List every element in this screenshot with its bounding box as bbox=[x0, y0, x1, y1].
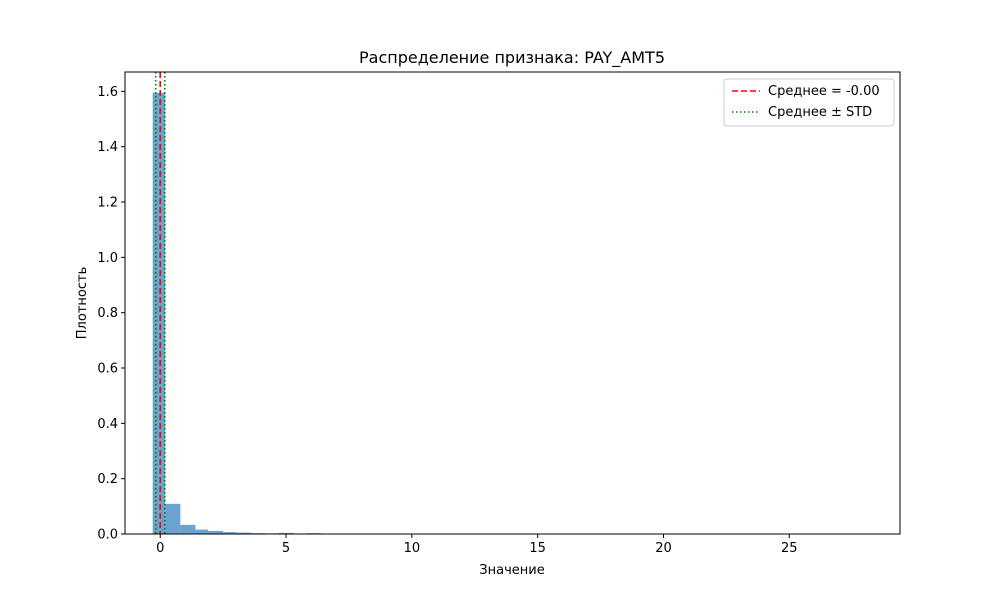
legend-mean-label: Среднее = -0.00 bbox=[768, 84, 880, 99]
x-tick-label: 5 bbox=[282, 541, 290, 556]
x-axis-ticks: 0 5 10 15 20 25 bbox=[156, 534, 798, 556]
legend-box bbox=[723, 78, 895, 127]
histogram-bar bbox=[165, 503, 181, 534]
y-tick-label: 0.0 bbox=[97, 528, 118, 543]
y-tick-label: 0.8 bbox=[97, 306, 118, 321]
x-tick-label: 15 bbox=[529, 541, 546, 556]
histogram-bar bbox=[180, 524, 196, 534]
histogram-bar bbox=[195, 529, 209, 534]
legend: Среднее = -0.00 Среднее ± STD bbox=[723, 78, 895, 127]
y-tick-label: 0.4 bbox=[97, 417, 118, 432]
legend-std-label: Среднее ± STD bbox=[768, 105, 872, 120]
y-tick-label: 1.6 bbox=[97, 85, 118, 100]
y-tick-label: 1.0 bbox=[97, 251, 118, 266]
histogram-bar bbox=[152, 92, 166, 534]
x-tick-label: 10 bbox=[404, 541, 421, 556]
x-tick-label: 25 bbox=[781, 541, 798, 556]
plot-frame bbox=[124, 71, 901, 535]
y-tick-label: 0.6 bbox=[97, 362, 118, 377]
x-tick-label: 0 bbox=[156, 541, 164, 556]
y-axis-label: Плотность bbox=[75, 267, 90, 339]
histogram-bar bbox=[278, 532, 294, 534]
bars-group bbox=[152, 92, 322, 534]
histogram-bar bbox=[208, 530, 224, 534]
y-axis-ticks: 0.0 0.2 0.4 0.6 0.8 1.0 1.2 1.4 1.6 bbox=[97, 85, 125, 543]
x-tick-label: 20 bbox=[655, 541, 672, 556]
y-tick-label: 0.2 bbox=[97, 472, 118, 487]
reference-lines-group bbox=[154, 72, 166, 534]
x-axis-label: Значение bbox=[479, 563, 544, 578]
y-tick-label: 1.2 bbox=[97, 196, 118, 211]
y-tick-label: 1.4 bbox=[97, 140, 118, 155]
histogram-bar bbox=[235, 532, 251, 534]
chart-title: Распределение признака: PAY_AMT5 bbox=[359, 48, 665, 68]
histogram-bar bbox=[223, 532, 236, 534]
